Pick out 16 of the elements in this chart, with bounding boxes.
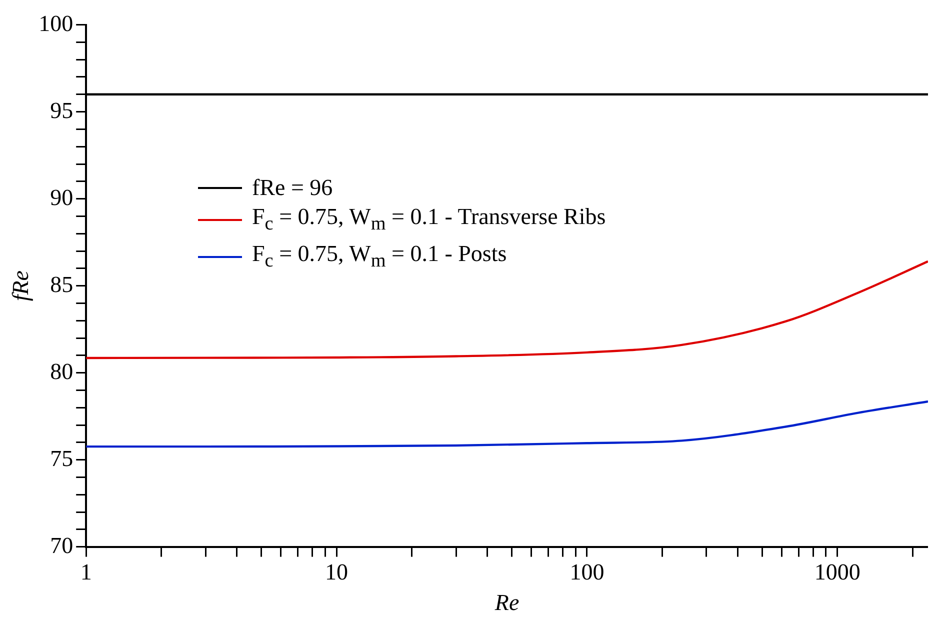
legend-label: F$_{c}$ = 0.75, W$_{m}$ = 0.1 - Transverse Ribs [252, 203, 606, 237]
legend-label: F$_{c}$ = 0.75, W$_{m}$ = 0.1 - Posts [252, 240, 507, 274]
y-tick-label: 85 [50, 272, 74, 297]
x-tick-label: 1000 [814, 560, 860, 585]
x-axis-title: Re [494, 590, 520, 616]
y-tick-label: 75 [50, 446, 74, 471]
x-tick-label: 100 [570, 560, 604, 585]
y-axis-title: fRe [8, 270, 33, 302]
y-tick-label: 80 [50, 358, 74, 384]
x-tick-label: 10 [325, 560, 348, 585]
legend-label: fRe = 96 [252, 174, 333, 202]
y-tick-label: 90 [50, 184, 74, 210]
x-tick-label: 1 [80, 560, 92, 585]
y-tick-label: 95 [50, 98, 74, 123]
y-tick-label: 70 [50, 532, 74, 558]
y-tick-label: 100 [38, 10, 74, 36]
